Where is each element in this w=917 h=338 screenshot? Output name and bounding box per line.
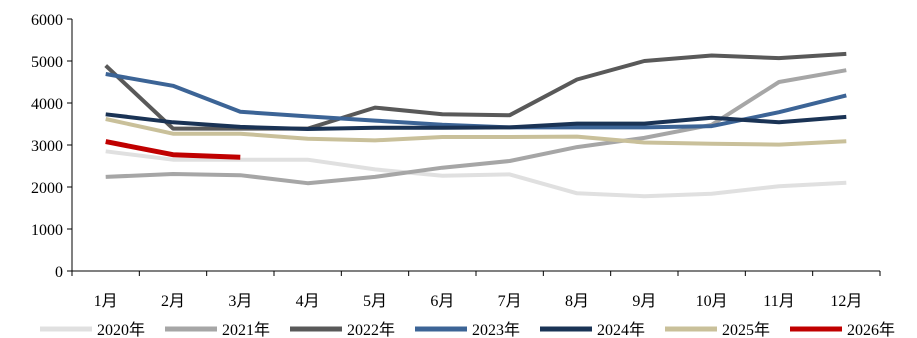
legend-label: 2021年 <box>222 321 270 338</box>
y-tick-label: 2000 <box>31 180 63 197</box>
y-tick-label: 0 <box>55 264 63 281</box>
series-line-2024 <box>105 112 847 131</box>
x-tick-label: 1月 <box>94 293 118 310</box>
x-tick-label: 4月 <box>296 293 320 310</box>
series-line-2026 <box>105 139 241 160</box>
y-tick-label: 5000 <box>31 54 63 71</box>
series-lines <box>104 51 847 199</box>
y-ticks: 0 1000 2000 3000 4000 5000 6000 <box>31 12 72 281</box>
y-tick-label: 4000 <box>31 96 63 113</box>
y-tick-label: 1000 <box>31 222 63 239</box>
x-tick-label: 6月 <box>430 293 454 310</box>
legend-label: 2026年 <box>847 321 895 338</box>
x-tick-label: 2月 <box>161 293 185 310</box>
x-tick-label: 3月 <box>228 293 252 310</box>
x-tick-label: 8月 <box>565 293 589 310</box>
y-tick-label: 3000 <box>31 138 63 155</box>
legend-label: 2022年 <box>347 321 395 338</box>
series-line-2022 <box>104 51 847 131</box>
series-line-2025 <box>105 117 847 147</box>
y-tick-label: 6000 <box>31 12 63 29</box>
x-ticks: 1月 2月 3月 4月 5月 6月 7月 8月 9月 10月 11月 12月 <box>71 271 881 310</box>
legend-label: 2020年 <box>97 321 145 338</box>
x-tick-label: 11月 <box>763 293 794 310</box>
x-tick-label: 9月 <box>632 293 656 310</box>
legend: 2020年 2021年 2022年 2023年 2024年 2025年 2026年 <box>40 321 895 338</box>
x-tick-label: 7月 <box>498 293 522 310</box>
legend-label: 2024年 <box>597 321 645 338</box>
legend-label: 2025年 <box>722 321 770 338</box>
legend-label: 2023年 <box>472 321 520 338</box>
series-line-2020 <box>105 149 847 199</box>
x-tick-label: 5月 <box>363 293 387 310</box>
x-tick-label: 10月 <box>696 293 728 310</box>
x-tick-label: 12月 <box>830 293 862 310</box>
